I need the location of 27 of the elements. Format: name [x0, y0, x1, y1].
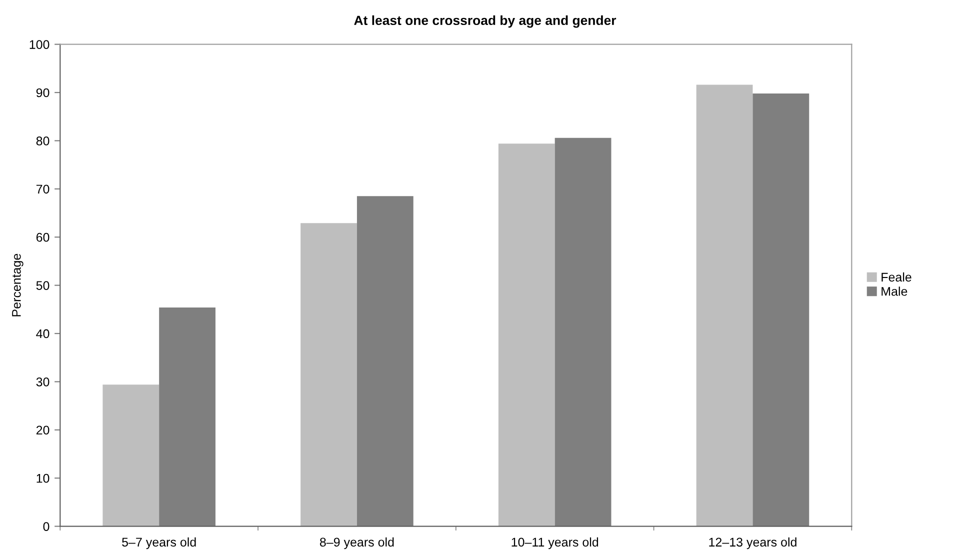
- bar: [300, 223, 357, 526]
- bar: [102, 384, 160, 526]
- legend-label: Feale: [882, 272, 912, 282]
- y-tick-label: 60: [36, 232, 50, 242]
- y-axis-title: Percentage: [12, 254, 24, 316]
- chart-title: At least one crossroad by age and gender: [354, 15, 616, 28]
- bar: [752, 93, 810, 526]
- bar: [554, 138, 612, 526]
- y-tick-label: 90: [36, 88, 50, 98]
- bar: [498, 144, 555, 526]
- x-tick-label: 8–9 years old: [320, 537, 394, 550]
- y-tick-label: 80: [36, 136, 50, 146]
- x-tick-label: 5–7 years old: [122, 537, 196, 550]
- y-tick-label: 100: [30, 40, 50, 49]
- y-tick-label: 0: [43, 522, 50, 531]
- y-tick-label: 10: [36, 474, 50, 483]
- y-tick-label: 70: [36, 184, 50, 194]
- y-tick-label: 50: [36, 281, 50, 290]
- x-tick-label: 12–13 years old: [709, 537, 796, 550]
- y-tick-label: 20: [36, 426, 50, 435]
- legend-label: Male: [882, 286, 908, 296]
- bar: [696, 84, 753, 526]
- bar: [159, 307, 216, 526]
- bar: [356, 196, 414, 526]
- y-tick-label: 30: [36, 378, 50, 386]
- x-tick-label: 10–11 years old: [512, 537, 598, 550]
- y-tick-label: 40: [36, 329, 50, 338]
